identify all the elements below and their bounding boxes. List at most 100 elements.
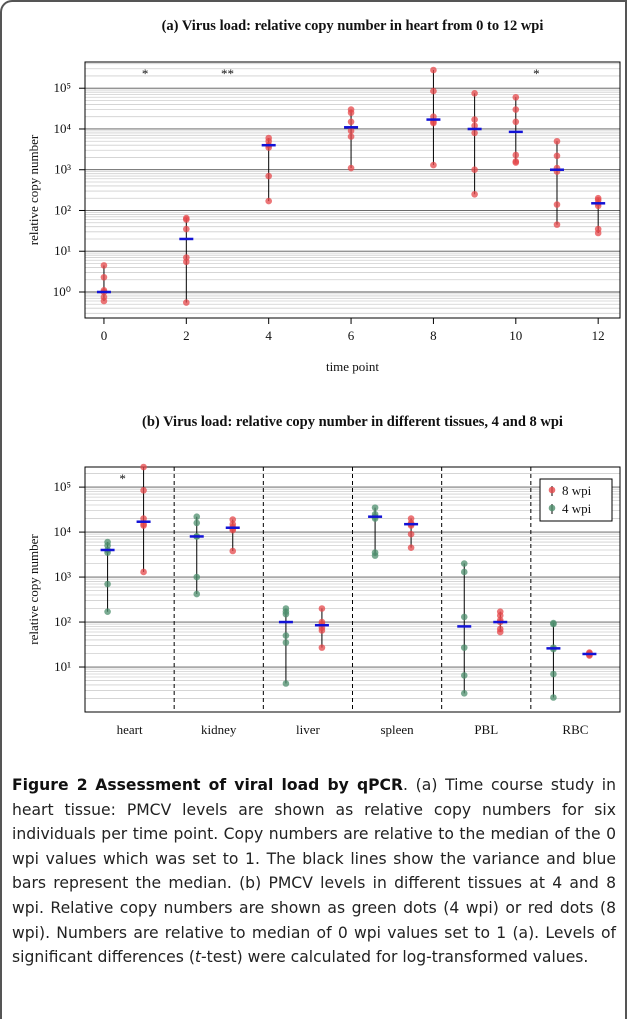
y-tick-label: 10¹ [54,659,71,674]
point [100,273,108,281]
point [265,172,272,180]
point [282,610,290,618]
point [193,590,201,598]
point [140,463,147,471]
x-tick-label: 12 [592,328,605,343]
point [100,262,108,269]
point [594,229,602,237]
point [318,605,326,612]
point [140,486,147,494]
caption: Figure 2 Assessment of viral load by qPC… [12,773,616,970]
caption-italic: t [194,948,202,967]
y-tick-label: 10⁴ [53,524,71,539]
point [265,197,272,205]
y-tick-label: 10² [54,202,71,217]
point [282,632,290,639]
point [104,608,111,615]
x-tick-label: 4 [265,328,272,343]
x-tick-label: 6 [348,328,355,343]
point [550,620,557,628]
point [553,152,561,160]
point [140,515,147,522]
point [512,106,520,113]
x-tick-label: spleen [380,722,414,737]
y-tick-label: 10⁵ [53,80,71,95]
point [460,690,468,697]
x-tick-label: PBL [474,722,498,737]
y-axis-label: relative copy number [26,534,41,645]
y-axis-label: relative copy number [26,134,41,245]
caption-text: . (a) Time course study in heart tissue:… [12,776,616,967]
point [550,670,557,678]
y-tick-label: 10² [54,614,71,629]
chart-title: (a) Virus load: relative copy number in … [162,18,544,34]
point [471,90,478,97]
x-tick-label: kidney [201,722,237,737]
point [553,221,561,228]
point [100,297,108,305]
point [471,190,478,198]
point [104,580,111,588]
point [460,568,468,576]
annotation: * [142,66,149,81]
x-tick-label: liver [296,722,320,737]
x-tick-label: RBC [562,722,588,737]
point [512,159,520,166]
point [318,627,326,634]
chart: (a) Virus load: relative copy number in … [26,18,621,374]
chart-title: (b) Virus load: relative copy number in … [142,414,563,430]
y-tick-label: 10¹ [54,243,71,258]
point [471,116,478,123]
point [282,680,290,687]
point [193,519,201,527]
point [282,639,290,646]
point [407,544,415,551]
legend-label: 4 wpi [562,501,592,516]
figure: (a) Virus load: relative copy number in … [26,18,621,737]
point [347,133,355,140]
point [347,164,355,172]
annotation: * [119,471,126,486]
point [318,644,326,651]
point [512,93,520,101]
point [347,118,355,126]
x-axis-label: time point [326,359,379,374]
caption-text: -test) were calculated for log-transform… [201,948,589,967]
point [471,122,478,130]
x-tick-label: heart [117,722,143,737]
legend-marker [548,504,556,512]
y-tick-label: 10⁰ [53,284,71,299]
point [193,513,201,520]
caption-label: Figure 2 [12,776,88,794]
point [371,504,379,511]
annotation: * [533,66,540,81]
point [430,87,437,95]
point [471,166,478,174]
point [183,258,190,266]
caption-title: Assessment of viral load by qPCR [95,776,404,794]
y-tick-label: 10⁴ [53,121,71,136]
point [347,109,355,117]
x-tick-label: 2 [183,328,190,343]
y-tick-label: 10⁵ [53,479,71,494]
point [430,161,437,169]
point [347,127,355,135]
legend-marker [548,486,556,494]
chart: (b) Virus load: relative copy number in … [26,414,621,737]
point [183,225,190,233]
point [460,613,468,621]
x-tick-label: 0 [101,328,108,343]
y-tick-label: 10³ [54,569,71,584]
point [371,552,379,559]
point [460,560,468,567]
point [512,118,520,126]
point [512,151,520,159]
point [229,516,237,523]
point [553,201,561,208]
x-tick-label: 8 [430,328,437,343]
point [496,628,504,636]
point [229,547,237,555]
point [460,644,468,651]
point [460,672,468,679]
